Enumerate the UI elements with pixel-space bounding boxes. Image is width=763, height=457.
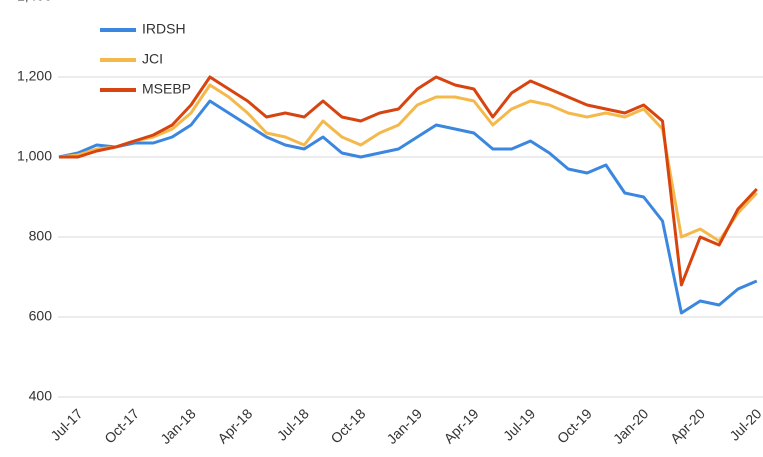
x-tick-label: Oct-17 bbox=[101, 405, 142, 446]
series-line bbox=[58, 83, 758, 243]
x-tick-label: Apr-20 bbox=[667, 405, 708, 446]
x-tick-label: Jan-20 bbox=[610, 405, 652, 447]
y-tick-label: 400 bbox=[29, 388, 53, 404]
y-tick-label: 800 bbox=[29, 228, 53, 244]
legend-label: JCI bbox=[142, 51, 163, 67]
x-tick-label: Oct-19 bbox=[554, 405, 595, 446]
x-tick-label: Apr-18 bbox=[214, 405, 255, 446]
y-tick-label: 1,400 bbox=[17, 0, 52, 4]
series-line bbox=[58, 99, 758, 315]
x-tick-label: Jul-20 bbox=[726, 405, 763, 443]
y-tick-label: 1,000 bbox=[17, 148, 52, 164]
x-tick-label: Apr-19 bbox=[441, 405, 482, 446]
x-tick-label: Jul-18 bbox=[274, 405, 312, 443]
legend-label: MSEBP bbox=[142, 81, 191, 97]
x-tick-label: Jan-19 bbox=[383, 405, 425, 447]
x-tick-label: Jan-18 bbox=[157, 405, 199, 447]
x-tick-label: Jul-17 bbox=[47, 405, 85, 443]
y-tick-label: 600 bbox=[29, 308, 53, 324]
y-tick-label: 1,200 bbox=[17, 68, 52, 84]
series-line bbox=[59, 75, 758, 287]
x-tick-label: Oct-18 bbox=[327, 405, 368, 446]
x-tick-label: Jul-19 bbox=[500, 405, 538, 443]
legend-label: IRDSH bbox=[142, 21, 186, 37]
